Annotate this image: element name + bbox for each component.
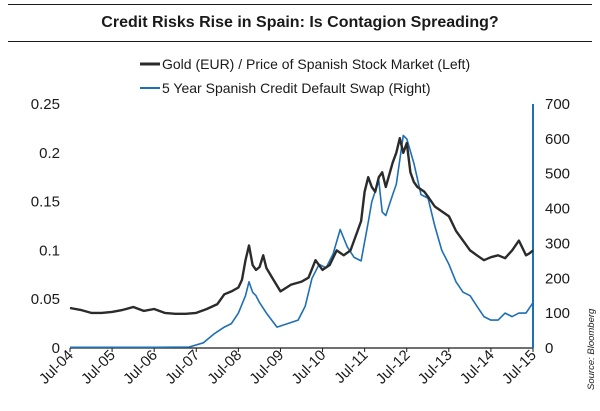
x-tick-label: Jul-13: [415, 347, 456, 388]
y-left-tick-label: 0.15: [31, 194, 60, 211]
y-right-tick-label: 200: [545, 270, 570, 287]
x-tick-label: Jul-14: [457, 347, 498, 388]
y-left-tick-label: 0.1: [39, 242, 60, 259]
source-note: Source: Bloomberg: [586, 308, 597, 390]
axes: 0 0.05 0.1 0.15 0.2 0.25 0 100 200 300 400 500 600 70…: [31, 96, 570, 388]
series-layer: [69, 134, 534, 349]
series-line-gold-ratio: [69, 136, 534, 315]
x-tick-label: Jul-12: [373, 347, 414, 388]
y-left-tick-label: 0.25: [31, 96, 60, 113]
y-right-tick-label: 500: [545, 166, 570, 183]
legend-label-gold-ratio: Gold (EUR) / Price of Spanish Stock Mark…: [162, 56, 470, 72]
y-right-tick-label: 300: [545, 235, 570, 252]
y-left-tick-label: 0: [52, 340, 60, 357]
x-tick-label: Jul-15: [499, 347, 540, 388]
x-tick-label: Jul-11: [331, 347, 371, 387]
chart-title: Credit Risks Rise in Spain: Is Contagion…: [8, 4, 592, 42]
x-tick-label: Jul-05: [78, 347, 119, 388]
y-right-tick-label: 0: [545, 340, 553, 357]
x-tick-label: Jul-10: [288, 347, 329, 388]
legend: Gold (EUR) / Price of Spanish Stock Mark…: [140, 56, 470, 96]
x-tick-label: Jul-08: [204, 347, 245, 388]
y-right-tick-label: 100: [545, 305, 570, 322]
y-left-tick-label: 0.2: [39, 145, 60, 162]
y-right-tick-label: 700: [545, 96, 570, 113]
x-tick-label: Jul-06: [120, 347, 161, 388]
y-right-tick-label: 400: [545, 201, 570, 218]
x-tick-label: Jul-07: [162, 347, 203, 388]
series-line-cds: [70, 134, 534, 349]
y-left-tick-label: 0.05: [31, 291, 60, 308]
legend-label-cds: 5 Year Spanish Credit Default Swap (Righ…: [162, 80, 430, 96]
x-tick-label: Jul-09: [246, 347, 287, 388]
y-right-tick-label: 600: [545, 131, 570, 148]
